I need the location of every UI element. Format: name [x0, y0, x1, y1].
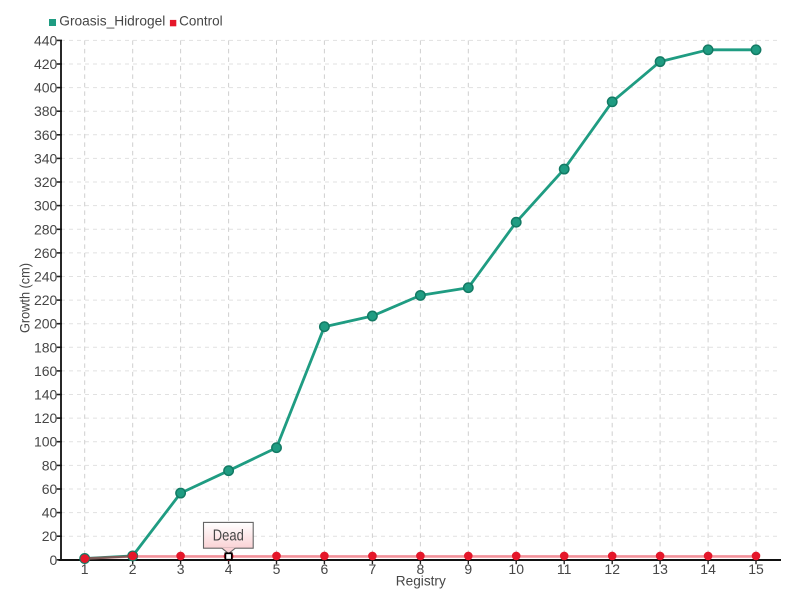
svg-text:13: 13 [652, 561, 668, 577]
svg-text:360: 360 [34, 127, 58, 143]
svg-text:1: 1 [81, 561, 89, 577]
svg-text:140: 140 [34, 387, 58, 403]
svg-text:3: 3 [177, 561, 185, 577]
svg-text:100: 100 [34, 434, 58, 450]
svg-text:20: 20 [42, 528, 58, 544]
svg-text:280: 280 [34, 221, 58, 237]
svg-text:5: 5 [273, 561, 281, 577]
svg-text:6: 6 [321, 561, 329, 577]
svg-text:Registry: Registry [396, 573, 446, 589]
svg-text:Dead: Dead [213, 527, 244, 544]
svg-text:12: 12 [604, 561, 620, 577]
svg-text:7: 7 [369, 561, 377, 577]
svg-text:8: 8 [417, 561, 425, 577]
svg-text:11: 11 [557, 561, 572, 577]
svg-text:220: 220 [34, 292, 58, 308]
svg-text:240: 240 [34, 269, 58, 285]
svg-text:400: 400 [34, 80, 58, 96]
svg-text:14: 14 [700, 561, 716, 577]
svg-text:4: 4 [225, 561, 233, 577]
svg-text:Groasis_Hidrogel: Groasis_Hidrogel [59, 13, 165, 29]
svg-text:380: 380 [34, 103, 58, 119]
svg-text:300: 300 [34, 198, 58, 214]
svg-text:40: 40 [42, 505, 58, 521]
svg-text:2: 2 [129, 561, 137, 577]
svg-text:Growth (cm): Growth (cm) [17, 263, 33, 333]
svg-text:120: 120 [34, 410, 58, 426]
svg-text:80: 80 [42, 457, 58, 473]
svg-text:Control: Control [179, 13, 223, 29]
svg-text:440: 440 [34, 32, 58, 48]
svg-text:320: 320 [34, 174, 58, 190]
svg-text:340: 340 [34, 150, 58, 166]
svg-text:60: 60 [42, 481, 58, 497]
svg-text:15: 15 [748, 561, 764, 577]
svg-text:0: 0 [50, 552, 58, 568]
svg-text:260: 260 [34, 245, 58, 261]
svg-text:420: 420 [34, 56, 58, 72]
svg-text:160: 160 [34, 363, 58, 379]
svg-text:200: 200 [34, 316, 58, 332]
svg-text:180: 180 [34, 339, 58, 355]
svg-text:9: 9 [464, 561, 472, 577]
svg-text:10: 10 [508, 561, 524, 577]
